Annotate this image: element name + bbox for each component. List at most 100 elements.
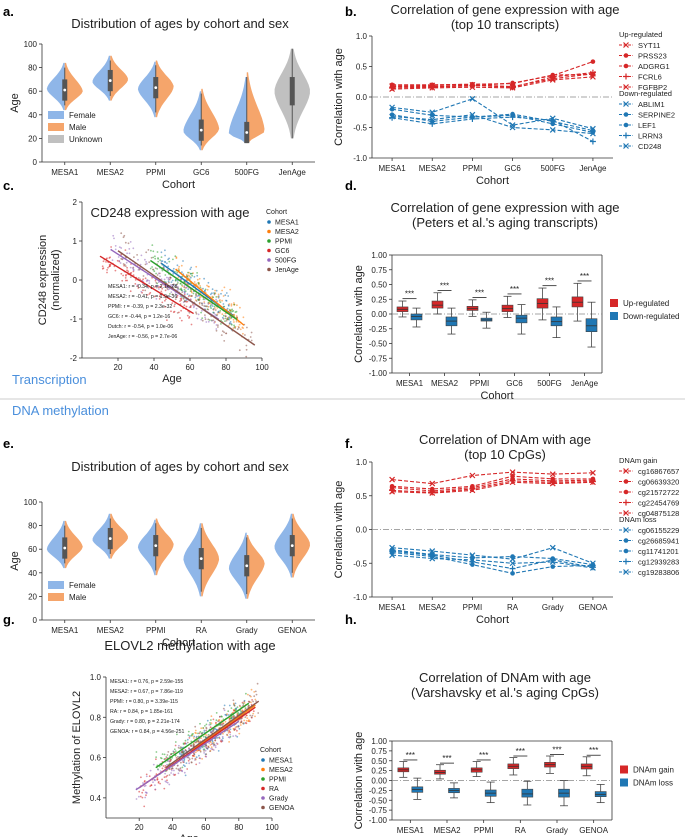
- scatter-point: [227, 714, 230, 716]
- scatter-point: [167, 258, 170, 261]
- scatter-point: [217, 750, 220, 752]
- legend-label: cg04875128: [638, 509, 679, 518]
- scatter-point: [174, 750, 177, 752]
- scatter-point: [159, 770, 162, 772]
- scatter-point: [190, 323, 193, 326]
- y-tick-label: 1.0: [90, 673, 102, 682]
- scatter-point: [183, 759, 186, 762]
- scatter-point: [205, 747, 208, 749]
- scatter-point: [234, 734, 237, 737]
- scatter-point: [222, 318, 225, 320]
- scatter-point: [129, 266, 132, 269]
- y-axis-label: Correlation with age: [333, 48, 345, 146]
- panel-letter-d: d.: [345, 178, 357, 193]
- x-tick-label: PPMI: [470, 379, 490, 388]
- scatter-point: [245, 344, 248, 347]
- scatter-point: [175, 767, 178, 770]
- scatter-point: [138, 795, 140, 798]
- scatter-point: [228, 308, 231, 311]
- legend-marker: [623, 112, 629, 117]
- scatter-point: [255, 693, 258, 696]
- scatter-point: [222, 723, 225, 725]
- legend-marker: [623, 73, 629, 80]
- scatter-point: [212, 730, 215, 733]
- violin-median: [290, 544, 294, 548]
- scatter-point: [178, 744, 180, 747]
- violin-female: [46, 62, 65, 111]
- y-tick-label: 1.00: [371, 251, 387, 260]
- scatter-point: [183, 751, 186, 753]
- scatter-point: [129, 290, 132, 293]
- scatter-point: [166, 779, 168, 782]
- y-axis-label: Methylation of ELOVL2: [71, 691, 83, 804]
- legend-label: Up-regulated: [623, 299, 669, 308]
- scatter-point: [114, 248, 117, 251]
- scatter-point: [236, 316, 239, 319]
- scatter-point: [213, 293, 216, 296]
- scatter-point: [149, 291, 152, 294]
- scatter-point: [141, 796, 144, 799]
- section-label-methylation: DNA methylation: [12, 403, 109, 418]
- scatter-point: [193, 281, 196, 283]
- scatter-point: [111, 259, 114, 261]
- legend-swatch: [620, 778, 628, 787]
- series-point-up-2: [590, 59, 596, 64]
- scatter-point: [160, 757, 163, 760]
- x-axis-label: Age: [179, 833, 199, 837]
- x-tick-label: MESA1: [51, 168, 79, 177]
- scatter-point: [212, 319, 215, 322]
- scatter-point: [245, 692, 247, 695]
- chart-subtitle: (Peters et al.'s aging transcripts): [412, 215, 598, 230]
- scatter-point: [213, 305, 216, 308]
- series-line-up-0: [392, 471, 593, 485]
- panel-1-axes: -1.0 -0.5 0.0 0.5 1.0 MESA1 MESA2 PPMI GC6 500FG J…: [353, 32, 613, 173]
- x-tick-label: RA: [507, 603, 519, 612]
- scatter-point: [181, 284, 183, 286]
- y-tick-label: 60: [28, 87, 37, 96]
- scatter-point: [217, 324, 219, 327]
- scatter-point: [187, 756, 189, 759]
- series-point-up-3: [549, 73, 556, 80]
- scatter-point: [214, 739, 217, 742]
- y-tick-label: -1.0: [353, 593, 367, 602]
- scatter-point: [232, 318, 235, 321]
- scatter-point: [229, 728, 232, 731]
- scatter-point: [205, 729, 208, 732]
- scatter-point: [223, 286, 226, 289]
- scatter-point: [215, 329, 218, 332]
- scatter-point: [236, 735, 239, 738]
- scatter-point: [206, 284, 208, 287]
- legend-label: PPMI: [275, 239, 292, 246]
- scatter-point: [186, 275, 189, 278]
- y-tick-label: 0: [73, 276, 78, 285]
- scatter-point: [172, 773, 175, 776]
- scatter-point: [159, 259, 162, 261]
- scatter-point: [221, 740, 224, 743]
- scatter-point: [207, 302, 210, 305]
- scatter-point: [161, 269, 164, 272]
- x-tick-label: 40: [168, 823, 177, 832]
- scatter-point: [191, 272, 194, 275]
- scatter-point: [203, 302, 206, 305]
- scatter-point: [133, 256, 135, 259]
- scatter-point: [155, 756, 158, 758]
- series-line-up-1: [392, 475, 593, 490]
- scatter-point: [214, 313, 217, 316]
- scatter-point: [217, 293, 220, 296]
- y-axis-label-line: Methylation of ELOVL2: [71, 691, 83, 804]
- series-point-up-4: [549, 76, 556, 83]
- scatter-point: [238, 323, 241, 326]
- scatter-point: [168, 774, 171, 776]
- scatter-point: [209, 293, 212, 296]
- scatter-point: [250, 688, 253, 691]
- scatter-point: [233, 729, 236, 731]
- y-tick-label: -2: [70, 354, 78, 363]
- y-tick-label: 40: [28, 111, 37, 120]
- legend-marker: [623, 499, 629, 506]
- scatter-point: [195, 763, 198, 766]
- scatter-point: [124, 277, 127, 279]
- scatter-point: [184, 739, 187, 742]
- scatter-point: [202, 735, 205, 738]
- legend-label: PPMI: [269, 777, 286, 784]
